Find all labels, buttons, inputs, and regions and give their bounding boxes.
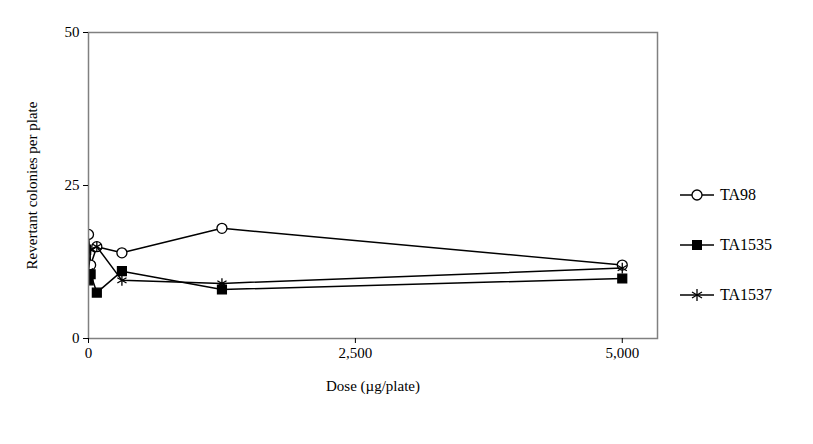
html-text:TA98: TA98 — [720, 186, 756, 203]
svg-text:0: 0 — [72, 330, 80, 346]
svg-text:Revertant colonies per plate: Revertant colonies per plate — [24, 101, 40, 269]
html-text:TA1535: TA1535 — [720, 236, 772, 253]
svg-text:2,500: 2,500 — [339, 345, 373, 361]
svg-text:50: 50 — [65, 24, 80, 40]
svg-text:0: 0 — [85, 345, 93, 361]
html-text:TA1537: TA1537 — [720, 286, 772, 303]
svg-text:Dose (µg/plate): Dose (µg/plate) — [326, 378, 420, 395]
svg-text:25: 25 — [65, 177, 80, 193]
svg-text:5,000: 5,000 — [605, 345, 639, 361]
